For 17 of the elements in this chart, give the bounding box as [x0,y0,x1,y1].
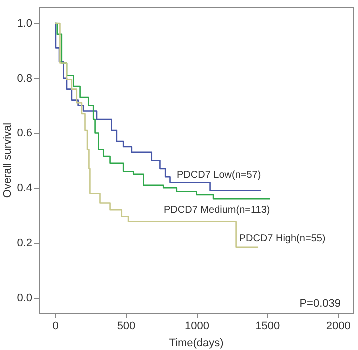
x-tick-label: 2000 [326,320,351,332]
y-tick-label: 0.0 [17,292,32,304]
x-tick-label: 0 [52,320,59,332]
x-tick-label: 1500 [256,320,280,332]
x-axis-title: Time(days) [169,338,224,350]
y-tick-label: 0.2 [17,238,32,250]
annotation: P=0.039 [300,298,341,310]
series-label: PDCD7 Low(n=57) [176,170,262,181]
y-tick-label: 1.0 [17,18,32,30]
x-tick-label: 1000 [184,320,210,332]
series-label: PDCD7 Medium(n=113) [164,205,270,216]
series-label: PDCD7 High(n=55) [239,233,326,244]
y-tick-label: 0.8 [17,72,32,85]
y-axis-title: Overall survival [2,122,14,198]
y-tick-label: 0.6 [17,128,32,140]
x-tick-label: 500 [117,320,136,332]
y-tick-label: 0.4 [17,182,32,195]
